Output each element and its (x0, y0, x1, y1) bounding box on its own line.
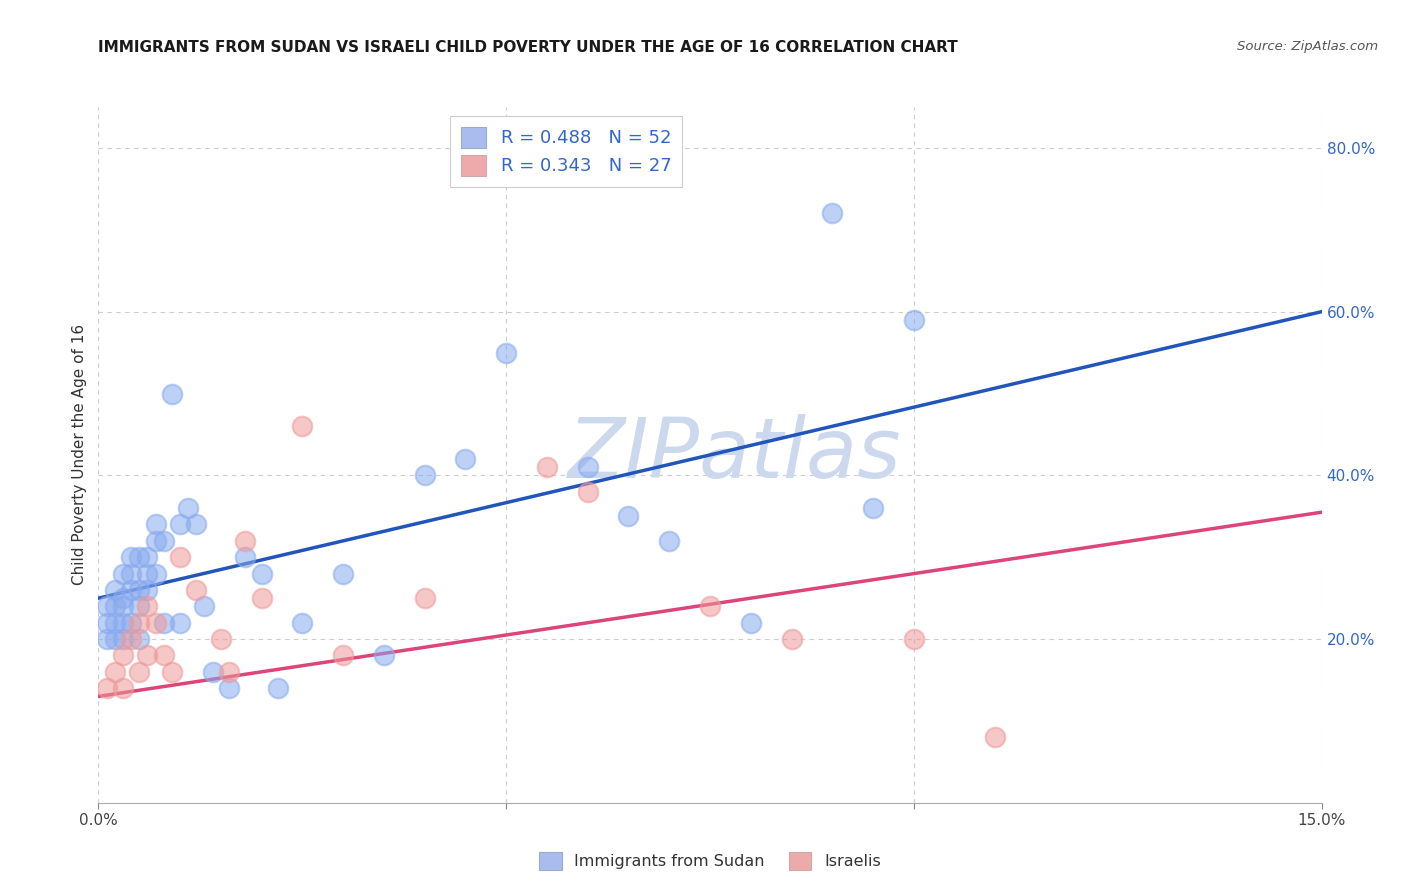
Point (152, 533, 174, 548)
Point (218, 681, 240, 696)
Point (145, 533, 167, 548)
Point (291, 419, 314, 434)
Point (218, 665, 240, 679)
Point (209, 632, 232, 646)
Point (120, 566, 142, 581)
Point (111, 599, 134, 614)
Point (413, 591, 436, 606)
Point (658, 533, 681, 548)
Point (111, 648, 134, 663)
Point (136, 582, 159, 597)
Point (152, 648, 174, 663)
Point (617, 509, 640, 524)
Point (96, 599, 118, 614)
Point (821, 206, 844, 220)
Point (454, 452, 477, 467)
Point (169, 550, 191, 565)
Point (128, 550, 150, 565)
Point (145, 566, 167, 581)
Point (160, 386, 183, 401)
Point (128, 665, 150, 679)
Point (145, 517, 167, 532)
Text: Source: ZipAtlas.com: Source: ZipAtlas.com (1237, 40, 1378, 54)
Text: ZIPatlas: ZIPatlas (568, 415, 901, 495)
Point (120, 582, 142, 597)
Point (145, 615, 167, 630)
Point (128, 615, 150, 630)
Point (104, 665, 127, 679)
Point (152, 615, 174, 630)
Point (233, 533, 256, 548)
Point (111, 681, 134, 696)
Point (120, 632, 142, 646)
Point (903, 632, 925, 646)
Point (495, 345, 517, 359)
Point (193, 599, 215, 614)
Point (136, 566, 159, 581)
Point (104, 599, 127, 614)
Text: IMMIGRANTS FROM SUDAN VS ISRAELI CHILD POVERTY UNDER THE AGE OF 16 CORRELATION C: IMMIGRANTS FROM SUDAN VS ISRAELI CHILD P… (98, 40, 957, 55)
Point (699, 599, 721, 614)
Point (136, 648, 159, 663)
Point (740, 615, 762, 630)
Point (104, 615, 127, 630)
Point (128, 582, 150, 597)
Point (104, 582, 127, 597)
Point (111, 632, 134, 646)
Point (136, 599, 159, 614)
Point (903, 313, 925, 327)
Point (332, 566, 354, 581)
Point (160, 665, 183, 679)
Point (413, 468, 436, 483)
Point (576, 484, 599, 499)
Point (201, 665, 224, 679)
Point (984, 731, 1007, 745)
Point (96, 681, 118, 696)
Point (120, 550, 142, 565)
Point (536, 460, 558, 475)
Point (111, 591, 134, 606)
Point (780, 632, 803, 646)
Point (111, 566, 134, 581)
Point (128, 632, 150, 646)
Point (120, 615, 142, 630)
Point (177, 501, 200, 516)
Point (233, 550, 256, 565)
Point (250, 566, 273, 581)
Point (373, 648, 395, 663)
Point (169, 615, 191, 630)
Point (291, 615, 314, 630)
Y-axis label: Child Poverty Under the Age of 16: Child Poverty Under the Age of 16 (72, 325, 87, 585)
Point (96, 615, 118, 630)
Point (267, 681, 290, 696)
Point (862, 501, 884, 516)
Legend: Immigrants from Sudan, Israelis: Immigrants from Sudan, Israelis (531, 844, 889, 879)
Point (332, 648, 354, 663)
Point (576, 460, 599, 475)
Point (96, 632, 118, 646)
Point (104, 632, 127, 646)
Point (169, 517, 191, 532)
Point (186, 517, 208, 532)
Point (250, 591, 273, 606)
Point (186, 582, 208, 597)
Point (111, 615, 134, 630)
Point (128, 599, 150, 614)
Point (136, 550, 159, 565)
